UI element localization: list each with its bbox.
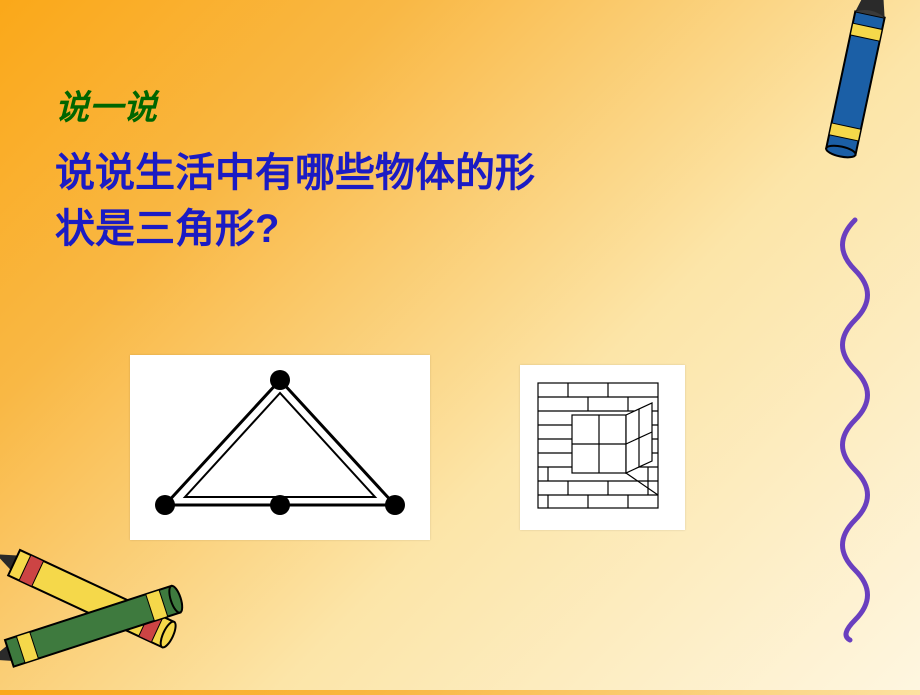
question-line-2: 状是三角形? (55, 207, 279, 251)
illustration-row (130, 355, 685, 540)
crayon-decoration-top-right (820, 0, 890, 185)
crayon-decoration-bottom-left (0, 520, 245, 695)
section-heading: 说一说 (55, 80, 157, 129)
squiggle-decoration-right (825, 215, 880, 650)
brick-window-image (520, 365, 685, 530)
triangle-rack-image (130, 355, 430, 540)
question-text: 说说生活中有哪些物体的形 状是三角形? (55, 145, 535, 257)
question-line-1: 说说生活中有哪些物体的形 (55, 151, 535, 195)
